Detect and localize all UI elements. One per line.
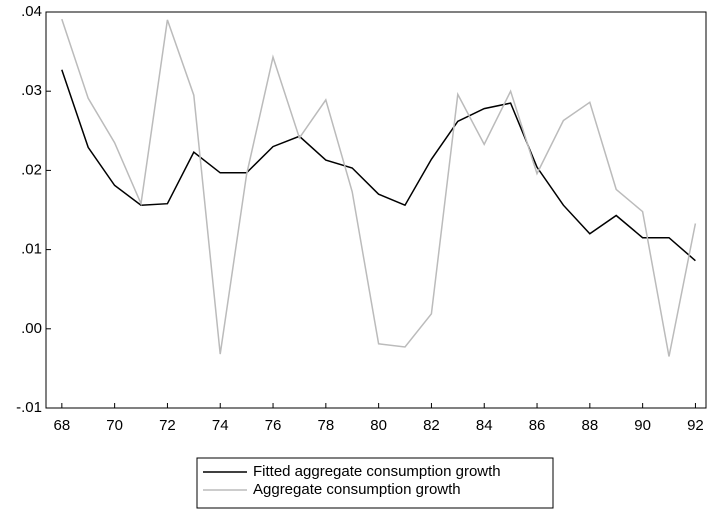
x-tick-label: 78	[317, 417, 334, 434]
y-tick-label: .01	[21, 241, 42, 258]
plot-frame	[45, 11, 707, 409]
x-tick-label: 82	[423, 417, 440, 434]
y-tick-label: -.01	[16, 399, 42, 416]
y-tick-label: .03	[21, 82, 42, 99]
x-tick-label: 90	[634, 417, 651, 434]
legend-box	[196, 457, 554, 509]
series-line	[61, 69, 696, 262]
y-tick-label: .04	[21, 3, 42, 20]
series-line	[61, 18, 697, 357]
legend-label: Fitted aggregate consumption growth	[253, 463, 501, 480]
x-tick-label: 70	[106, 417, 123, 434]
y-tick-label: .02	[21, 161, 42, 178]
x-tick-label: 86	[529, 417, 546, 434]
x-tick-label: 68	[53, 417, 70, 434]
x-tick-label: 92	[687, 417, 704, 434]
x-tick-label: 72	[159, 417, 176, 434]
x-tick-label: 74	[212, 417, 229, 434]
y-tick-label: .00	[21, 320, 42, 337]
x-tick-label: 76	[265, 417, 282, 434]
x-tick-label: 88	[581, 417, 598, 434]
legend-label: Aggregate consumption growth	[253, 481, 461, 498]
x-tick-label: 84	[476, 417, 493, 434]
x-tick-label: 80	[370, 417, 387, 434]
